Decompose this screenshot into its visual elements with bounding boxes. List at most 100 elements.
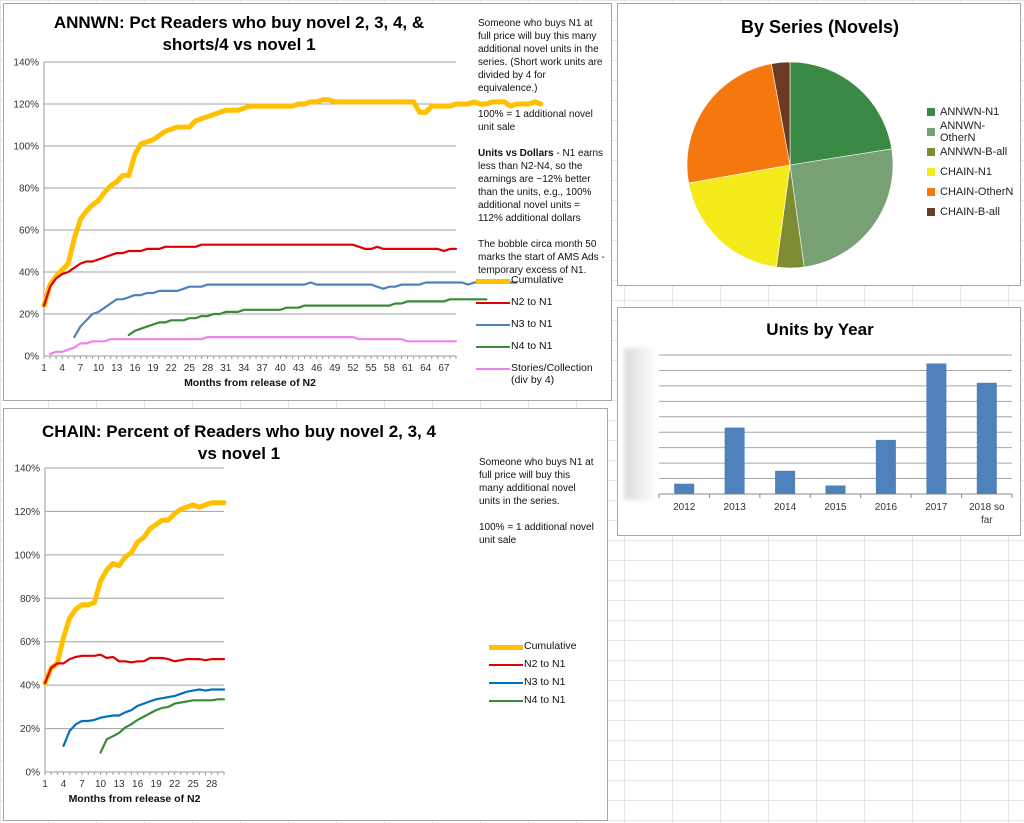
pie-legend-swatch [927, 128, 935, 136]
series-line-stories-collection-div-by-4- [48, 336, 458, 355]
y-tick-label: 0% [25, 352, 40, 363]
annwn-title-line-2: shorts/4 vs novel 1 [162, 35, 316, 54]
x-axis-label: Months from release of N2 [69, 793, 201, 805]
x-tick-label: 2017 [925, 502, 948, 513]
legend-item: N2 to N1 [489, 658, 604, 670]
y-tick-label: 20% [20, 724, 40, 735]
legend-label: N4 to N1 [524, 694, 566, 706]
pie-legend-label: ANNWN-OtherN [940, 120, 986, 144]
pie-legend-item: ANNWN-B-all [927, 142, 1020, 162]
pie-slice-annwn-n1 [789, 61, 893, 166]
legend-swatch [489, 645, 523, 650]
x-tick-label: 31 [220, 363, 232, 374]
pie-chart-panel: By Series (Novels) ANNWN-N1 ANNWN-OtherN A… [617, 3, 1021, 286]
note-bold-label: Units vs Dollars [478, 148, 554, 159]
x-tick-label: 28 [206, 779, 218, 790]
legend-label: N3 to N1 [511, 318, 553, 330]
pie-legend-label: ANNWN-B-all [940, 146, 1008, 158]
x-tick-label: 46 [311, 363, 323, 374]
y-tick-label: 0% [26, 768, 41, 779]
bar-2014 [775, 470, 796, 494]
bar-2015 [825, 485, 846, 494]
pie-slice-chain-n1 [688, 164, 791, 268]
pie-legend-swatch [927, 148, 935, 156]
x-tick-label: 10 [95, 779, 107, 790]
y-tick-label: 40% [19, 268, 39, 279]
note-paragraph: 100% = 1 additional novel unit sale [479, 522, 594, 546]
x-tick-label: 22 [169, 779, 181, 790]
legend-swatch [476, 324, 510, 326]
x-tick-label: 25 [184, 363, 196, 374]
x-tick-label: 13 [111, 363, 123, 374]
x-tick-label: 2015 [824, 502, 847, 513]
legend-swatch [489, 664, 523, 666]
legend-item: Stories/Collection (div by 4) [476, 362, 611, 386]
y-tick-label: 100% [13, 142, 39, 153]
pie-legend-item: CHAIN-N1 [927, 162, 1020, 182]
x-tick-label: 58 [384, 363, 396, 374]
note-paragraph: Units vs Dollars - N1 earns less than N2… [478, 148, 604, 224]
note-paragraph: Someone who buys N1 at full price will b… [479, 457, 594, 507]
pie-legend-label: CHAIN-N1 [940, 166, 992, 178]
x-tick-label: 16 [129, 363, 141, 374]
x-tick-label: 2016 [875, 502, 898, 513]
pie-legend: ANNWN-N1 ANNWN-OtherN ANNWN-B-all CHAIN-N1 C… [927, 102, 1020, 222]
x-tick-label: 40 [275, 363, 287, 374]
bar-chart: 2012 2013 2014 2015 2016 2017 2018 so far [658, 354, 1013, 526]
x-tick-label: 64 [420, 363, 432, 374]
series-line-n2-to-n1 [42, 243, 458, 307]
x-tick-label: 37 [257, 363, 269, 374]
series-line-cumulative [41, 97, 544, 309]
legend-item: N2 to N1 [476, 296, 611, 308]
y-tick-label: 140% [13, 58, 39, 69]
annwn-legend: Cumulative N2 to N1 N3 to N1 N4 to N1 Storie… [476, 274, 611, 396]
y-tick-label: 40% [20, 681, 40, 692]
legend-item: N3 to N1 [489, 676, 604, 688]
y-tick-label: 60% [19, 226, 39, 237]
annwn-title-line-1: ANNWN: Pct Readers who buy novel 2, 3, 4… [53, 13, 425, 32]
series-line-n4-to-n1 [127, 298, 488, 337]
pie-legend-swatch [927, 108, 935, 116]
x-tick-label: 2012 [673, 502, 696, 513]
x-tick-label: 34 [238, 363, 250, 374]
legend-label: Cumulative [511, 274, 564, 286]
legend-label: N2 to N1 [511, 296, 553, 308]
note-paragraph: Someone who buys N1 at full price will b… [478, 18, 603, 94]
pie-chart [686, 61, 894, 269]
annwn-line-chart: 0% 20% 40% 60% 80% 100% 120% 140% 1 4 7 10 13 16 19 22 2… [13, 58, 544, 389]
x-tick-label: 43 [293, 363, 305, 374]
note-paragraph: The bobble circa month 50 marks the star… [478, 239, 605, 276]
chain-title-line-1: CHAIN: Percent of Readers who buy novel … [42, 422, 436, 441]
legend-label: Cumulative [524, 640, 577, 652]
bar-chart-panel: Units by Year 2012 2013 2014 2015 2016 2017 20… [617, 307, 1021, 536]
x-axis-label: Months from release of N2 [184, 377, 316, 389]
y-tick-label: 80% [20, 594, 40, 605]
pie-legend-item: CHAIN-B-all [927, 202, 1020, 222]
y-tick-label: 140% [14, 464, 40, 475]
y-tick-label: 120% [14, 507, 40, 518]
y-tick-label: 80% [19, 184, 39, 195]
chain-chart-panel: CHAIN: Percent of Readers who buy novel … [3, 408, 608, 821]
x-tick-label: 19 [147, 363, 159, 374]
x-tick-label: 25 [188, 779, 200, 790]
x-tick-label: 4 [59, 363, 65, 374]
bar-2018-so-far [976, 382, 997, 494]
x-tick-label: 55 [366, 363, 378, 374]
pie-slice-chain-b-all [770, 61, 791, 166]
x-tick-label: far [981, 515, 993, 526]
series-line-n2-to-n1 [43, 653, 226, 685]
pie-legend-item: ANNWN-OtherN [927, 120, 1020, 144]
x-tick-label: 61 [402, 363, 414, 374]
annwn-chart-title: ANNWN: Pct Readers who buy novel 2, 3, 4… [4, 12, 474, 56]
x-tick-label: 10 [93, 363, 105, 374]
x-tick-label: 19 [151, 779, 163, 790]
x-tick-label: 22 [166, 363, 178, 374]
legend-swatch [476, 302, 510, 304]
bar-chart-title: Units by Year [766, 320, 874, 339]
pie-slice-chain-othern [686, 63, 791, 184]
x-tick-label: 2013 [724, 502, 747, 513]
legend-swatch [489, 700, 523, 702]
x-tick-label: 4 [61, 779, 67, 790]
x-tick-label: 2014 [774, 502, 797, 513]
pie-legend-swatch [927, 188, 935, 196]
